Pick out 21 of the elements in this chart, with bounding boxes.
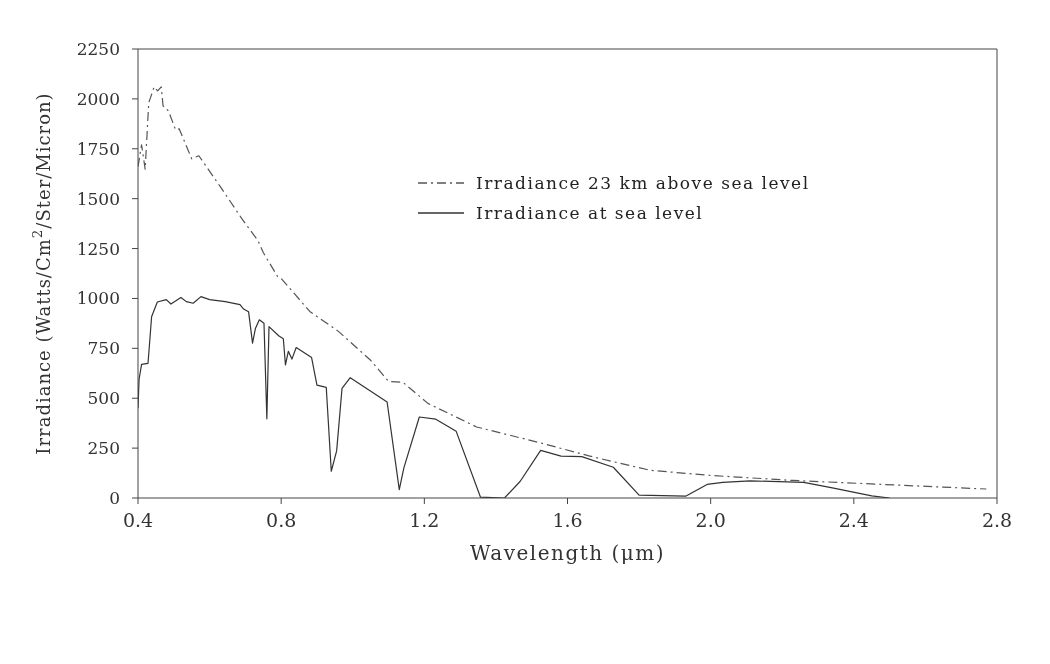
x-tick-label: 0.4 [122,509,154,532]
legend-label: Irradiance 23 km above sea level [476,173,810,193]
x-tick-label: 0.8 [266,509,297,532]
x-tick-label: 1.6 [552,509,583,532]
y-tick-label: 500 [87,388,120,409]
x-axis-title: Wavelength (μm) [469,541,666,565]
x-tick-label: 2.0 [695,509,726,532]
y-tick-label: 250 [87,438,120,459]
y-tick-label: 2000 [76,88,120,109]
x-tick-label: 2.4 [838,509,869,532]
x-tick-label: 2.8 [981,509,1013,532]
y-tick-label: 1000 [76,288,120,309]
x-tick-label: 1.2 [409,509,440,532]
y-tick-label: 0 [109,488,120,509]
y-tick-label: 1500 [76,188,120,209]
line-series [138,86,987,490]
legend-label: Irradiance at sea level [476,203,704,223]
y-tick-label: 1250 [76,238,120,259]
y-tick-label: 1750 [76,138,120,159]
y-tick-label: 750 [87,338,120,359]
y-tick-label: 2250 [76,39,120,60]
